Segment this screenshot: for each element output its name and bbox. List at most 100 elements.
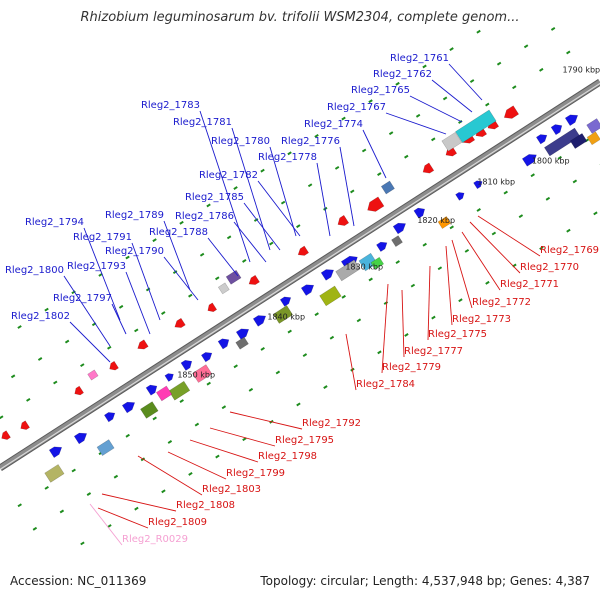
forward-gene-arrow [103, 412, 116, 423]
feature-box-reverse [380, 180, 395, 195]
forward-gene-arrow [235, 328, 250, 340]
genome-summary-text: Topology: circular; Length: 4,537,948 bp… [260, 574, 590, 588]
feature-box-forward [358, 252, 378, 272]
scale-tick [215, 276, 220, 281]
reverse-gene-label-leader [427, 265, 431, 341]
scale-tick [287, 151, 292, 156]
forward-gene-label-leader [269, 146, 297, 237]
scale-tick [334, 165, 340, 170]
scale-tick [161, 489, 166, 494]
feature-box-forward [586, 118, 600, 134]
forward-gene-label: Rleg2_1790 [105, 246, 164, 257]
forward-gene-label: Rleg2_1783 [141, 100, 200, 111]
scale-tick [323, 385, 328, 389]
reverse-gene-label-leader [189, 439, 259, 463]
forward-gene-arrow [145, 384, 158, 396]
reverse-gene-label: Rleg2_1775 [428, 329, 487, 340]
accession-text: Accession: NC_011369 [10, 574, 147, 588]
forward-gene-label: Rleg2_1791 [73, 232, 132, 243]
forward-gene-arrow [279, 296, 292, 307]
reverse-gene-label: Rleg2_1784 [356, 379, 415, 390]
scale-tick [226, 235, 232, 240]
scale-tick [17, 503, 22, 508]
scale-tick [341, 116, 346, 121]
forward-gene-arrow [473, 180, 483, 190]
reverse-gene-label-leader [209, 427, 276, 447]
forward-gene-label: Rleg2_1774 [304, 119, 363, 130]
scale-tick [314, 133, 319, 138]
forward-gene-label: Rleg2_1761 [390, 53, 449, 64]
scale-tick [566, 50, 571, 55]
forward-gene-label: Rleg2_1802 [11, 311, 70, 322]
feature-box-forward [544, 127, 581, 157]
scale-tick [44, 485, 49, 490]
scale-tick [44, 307, 49, 312]
scale-tick [485, 280, 490, 285]
forward-gene-label-leader [257, 180, 301, 237]
scale-tick [410, 283, 416, 288]
backbone [0, 79, 600, 471]
scale-tick [503, 190, 508, 195]
forward-gene-arrow [521, 154, 537, 167]
scale-tick [242, 258, 247, 263]
reverse-gene-label-leader [461, 231, 501, 291]
forward-gene-label-leader [163, 220, 191, 291]
scale-tick [449, 225, 454, 230]
feature-box-forward [586, 131, 600, 146]
reverse-gene-arrow [1, 430, 11, 440]
scale-tick [80, 363, 85, 368]
scale-tick [341, 294, 346, 299]
scale-tick [442, 96, 448, 101]
forward-gene-label-leader [339, 146, 355, 227]
reverse-gene-arrow [248, 274, 260, 285]
scale-tick [476, 29, 481, 34]
forward-gene-label: Rleg2_1797 [53, 293, 112, 304]
scale-tick [206, 203, 211, 208]
scale-tick [179, 220, 184, 225]
reverse-gene-label: Rleg2_1798 [258, 451, 317, 462]
reverse-gene-arrow [337, 214, 350, 226]
scale-tick [361, 148, 367, 153]
scale-tick [179, 399, 184, 403]
scale-tick [512, 85, 517, 90]
scale-tick [539, 67, 544, 72]
reverse-gene-label-leader [469, 221, 521, 274]
forward-gene-label-leader [231, 127, 271, 251]
reverse-gene-label-leader [97, 507, 149, 529]
reverse-gene-arrow [174, 317, 186, 328]
reverse-gene-label: Rleg2_1773 [452, 314, 511, 325]
scale-tick [167, 440, 173, 444]
feature-box-forward [168, 380, 191, 401]
reverse-gene-label-leader [477, 215, 541, 257]
scale-tick [253, 218, 259, 222]
scale-tick [368, 277, 373, 282]
forward-gene-label: Rleg2_1765 [351, 85, 410, 96]
scale-tick [134, 328, 139, 333]
forward-gene-label: Rleg2_1788 [149, 227, 208, 238]
scale-tick [550, 26, 556, 31]
forward-gene-arrow [217, 338, 230, 350]
scale-tick [431, 137, 436, 142]
reverse-gene-arrow [74, 385, 84, 396]
forward-gene-arrow [164, 373, 174, 382]
reverse-gene-label-leader [345, 333, 357, 391]
feature-box-forward [140, 401, 159, 419]
scale-tick [260, 168, 265, 173]
scale-tick [287, 329, 292, 334]
reverse-gene-label: Rleg2_1792 [302, 418, 361, 429]
forward-gene-label-leader [111, 303, 127, 335]
scale-tick [572, 179, 578, 184]
scale-tick [221, 405, 227, 410]
scale-tick [80, 541, 85, 546]
feature-box-forward [370, 256, 385, 270]
scale-tick [307, 183, 313, 188]
reverse-gene-label: Rleg2_1769 [540, 245, 599, 256]
forward-gene-label-leader [83, 227, 121, 321]
feature-box-reverse [441, 131, 463, 152]
kbp-marker: 1790 kbp [562, 66, 600, 75]
scale-ticks [0, 26, 600, 546]
reverse-gene-label: Rleg2_1803 [202, 484, 261, 495]
scale-tick [206, 381, 211, 386]
reverse-gene-label: Rleg2_1799 [226, 468, 285, 479]
forward-gene-label-leader [243, 202, 281, 251]
